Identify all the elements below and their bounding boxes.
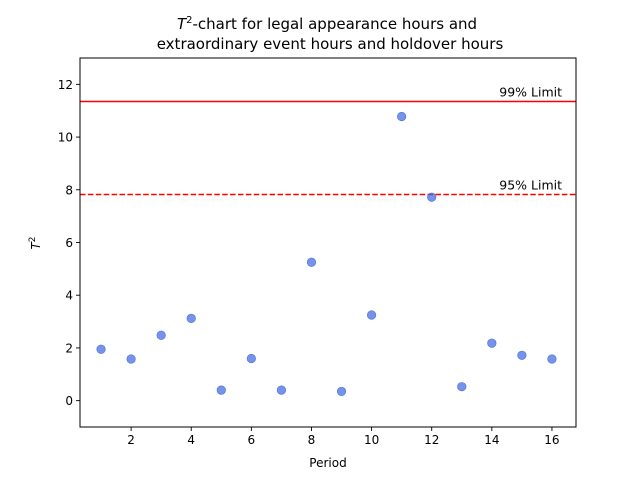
plot-frame [79, 57, 577, 428]
x-tick-label-6: 6 [248, 433, 256, 447]
x-tick-label-14: 14 [484, 433, 499, 447]
x-axis-label: Period [309, 456, 346, 470]
title-t-symbol: T [177, 15, 188, 33]
y-tick-label-2: 2 [65, 341, 73, 355]
data-point-13 [457, 382, 467, 392]
y-axis-label-base: T [29, 241, 43, 250]
data-point-14 [487, 338, 497, 348]
data-point-6 [246, 353, 256, 364]
y-tick-label-8: 8 [65, 183, 73, 197]
data-point-3 [156, 330, 166, 340]
limit-label-1: 95% Limit [499, 178, 562, 193]
chart-title-line2: extraordinary event hours and holdover h… [157, 35, 504, 53]
chart-title-line1: T2-chart for legal appearance hours and [177, 15, 477, 33]
data-point-2 [126, 354, 136, 364]
y-axis-label: T2 [28, 236, 43, 249]
data-point-12 [427, 192, 437, 202]
data-point-8 [306, 257, 317, 267]
limit-label-0: 99% Limit [499, 84, 562, 99]
x-tick-label-12: 12 [424, 433, 439, 447]
y-tick-label-6: 6 [65, 236, 73, 250]
x-tick-label-4: 4 [187, 433, 195, 447]
data-point-1 [96, 344, 106, 354]
plot-area: 99% Limit 95% Limit 2 4 6 8 10 12 14 16 0 2 4 6 8 10 12 [58, 57, 577, 447]
y-tick-label-12: 12 [58, 78, 73, 92]
data-point-5 [216, 385, 226, 395]
data-point-9 [336, 386, 347, 397]
x-tick-label-8: 8 [308, 433, 316, 447]
chart-title: T2-chart for legal appearance hours and … [157, 15, 504, 53]
data-point-11 [397, 111, 407, 122]
plot-background [80, 58, 576, 427]
y-tick-label-0: 0 [65, 394, 73, 408]
x-tick-label-2: 2 [127, 433, 135, 447]
title-line1-text: -chart for legal appearance hours and [193, 15, 478, 33]
data-point-16 [547, 354, 557, 364]
x-tick-label-16: 16 [544, 433, 559, 447]
data-point-10 [366, 310, 377, 320]
y-tick-label-4: 4 [65, 289, 73, 303]
title-superscript: 2 [186, 15, 192, 26]
y-axis-label-superscript: 2 [28, 236, 38, 242]
data-point-7 [276, 385, 287, 395]
data-point-15 [517, 350, 527, 360]
data-point-4 [186, 313, 196, 324]
y-tick-label-10: 10 [58, 131, 73, 145]
x-tick-label-10: 10 [364, 433, 379, 447]
